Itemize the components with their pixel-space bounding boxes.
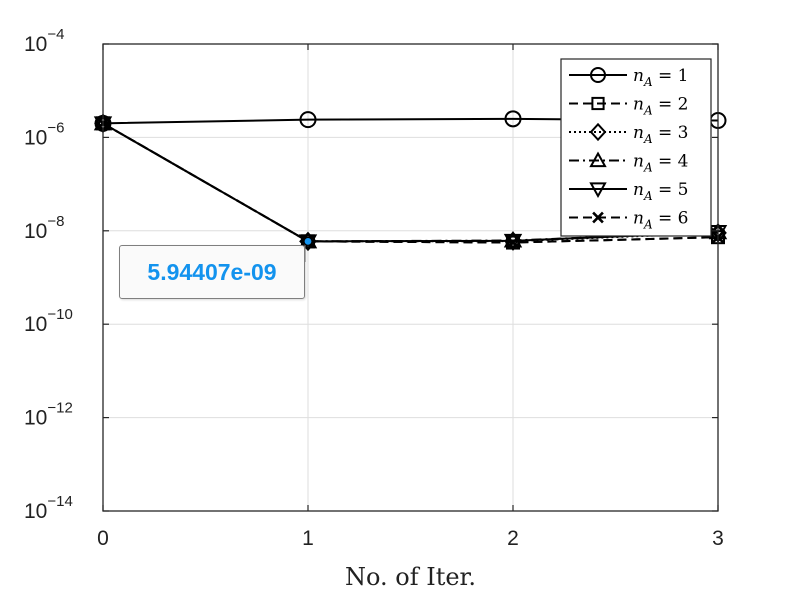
- y-tick-label: 10−6: [24, 119, 64, 149]
- legend-label: nA = 5: [633, 180, 689, 203]
- x-tick-label: 2: [507, 527, 519, 550]
- legend-entry-2[interactable]: nA = 2: [569, 95, 689, 118]
- legend-label: nA = 2: [633, 95, 689, 118]
- legend-entry-5[interactable]: nA = 5: [569, 180, 689, 203]
- data-tip-value: 5.94407e-09: [147, 258, 277, 285]
- legend-entry-1[interactable]: nA = 1: [569, 66, 689, 89]
- y-tick-label: 10−4: [24, 26, 64, 56]
- legend[interactable]: nA = 1 nA = 2 nA = 3 nA = 4 nA = 5 nA = 6: [560, 58, 712, 237]
- y-tick-label: 10−12: [24, 400, 73, 430]
- data-point: [506, 236, 520, 249]
- legend-marker: [589, 151, 607, 168]
- data-point: [504, 110, 522, 128]
- legend-entry-4[interactable]: nA = 4: [569, 151, 689, 175]
- data-tip-callout[interactable]: 5.94407e-09: [119, 245, 305, 299]
- legend-box: [560, 58, 712, 237]
- legend-entry-6[interactable]: nA = 6: [569, 209, 689, 232]
- legend-label: nA = 4: [633, 152, 689, 175]
- legend-marker: [590, 67, 606, 83]
- legend-label: nA = 6: [633, 209, 689, 232]
- x-axis-label: No. of Iter.: [345, 563, 476, 591]
- legend-marker: [589, 182, 607, 199]
- axes-box: [102, 43, 719, 512]
- data-point: [299, 111, 317, 129]
- legend-entry-3[interactable]: nA = 3: [569, 122, 689, 146]
- ticks: 0 1 2 3 10−14 10−12 10−10 10−8 10−6 10−4: [24, 26, 724, 550]
- legend-marker: [591, 96, 605, 111]
- x-tick-label: 0: [97, 527, 109, 550]
- series-line: [102, 122, 719, 244]
- y-tick-label: 10−10: [24, 306, 73, 336]
- x-tick-label: 3: [712, 527, 724, 550]
- legend-marker: [592, 211, 604, 224]
- y-tick-label: 10−8: [24, 213, 64, 243]
- legend-label: nA = 3: [633, 123, 689, 146]
- y-tick-label: 10−14: [24, 493, 73, 523]
- x-tick-label: 1: [302, 527, 314, 550]
- data-tip-marker[interactable]: [303, 236, 313, 246]
- legend-label: nA = 1: [633, 66, 689, 89]
- legend-marker: [589, 122, 607, 142]
